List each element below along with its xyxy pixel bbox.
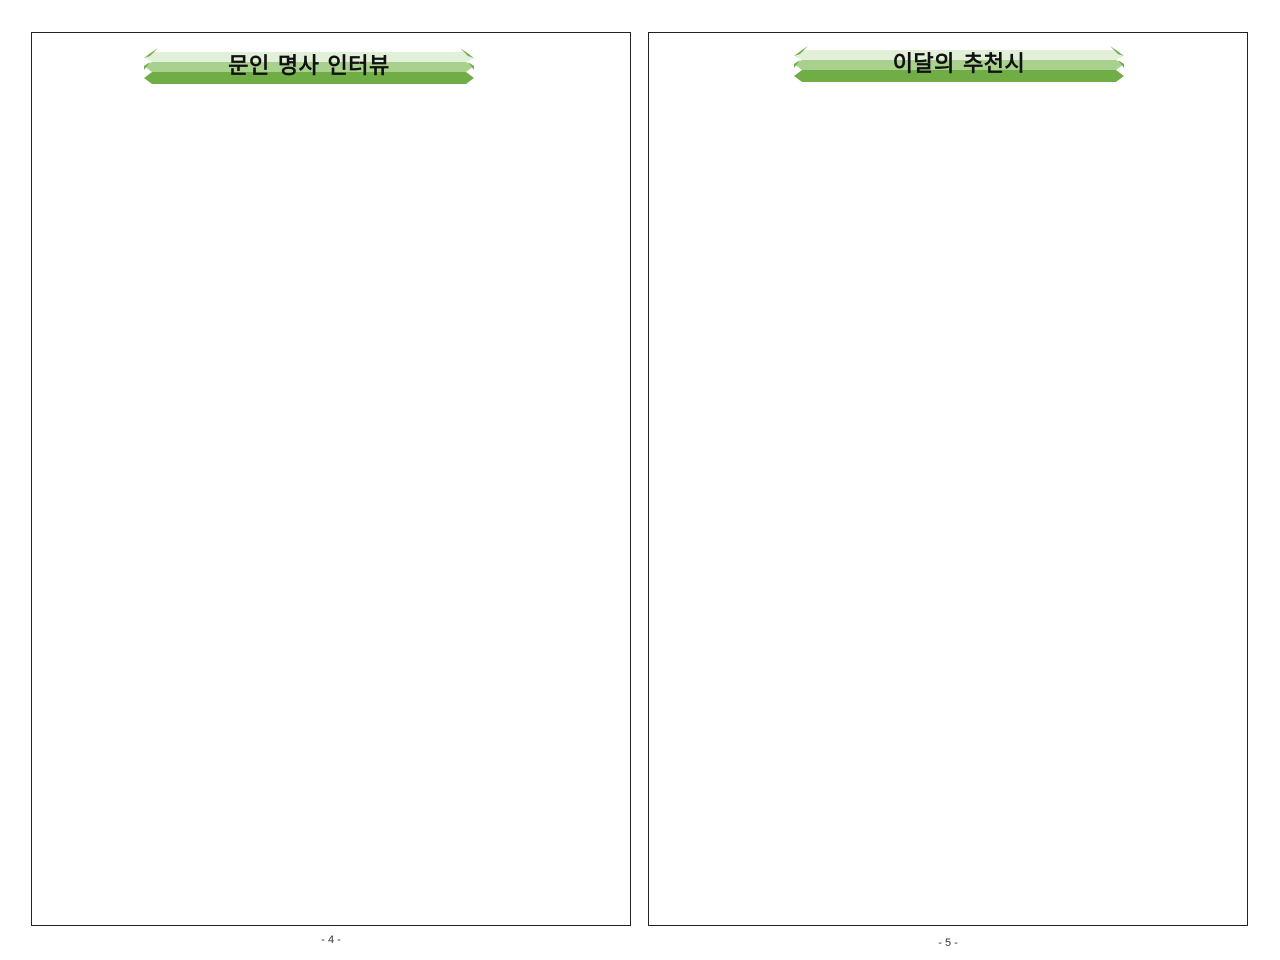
title-banner: 이달의 추천시 — [794, 46, 1124, 84]
page-title: 문인 명사 인터뷰 — [228, 54, 390, 79]
page-number: - 5 - — [938, 937, 958, 949]
ribbon-banner-graphic — [144, 48, 474, 84]
ribbon-banner-graphic — [794, 46, 1124, 82]
page-title: 이달의 추천시 — [892, 52, 1026, 77]
page-5: 이달의 추천시 — [648, 32, 1248, 926]
page-4: 문인 명사 인터뷰 — [31, 32, 631, 926]
page-number: - 4 - — [321, 934, 341, 946]
title-banner: 문인 명사 인터뷰 — [144, 48, 474, 86]
